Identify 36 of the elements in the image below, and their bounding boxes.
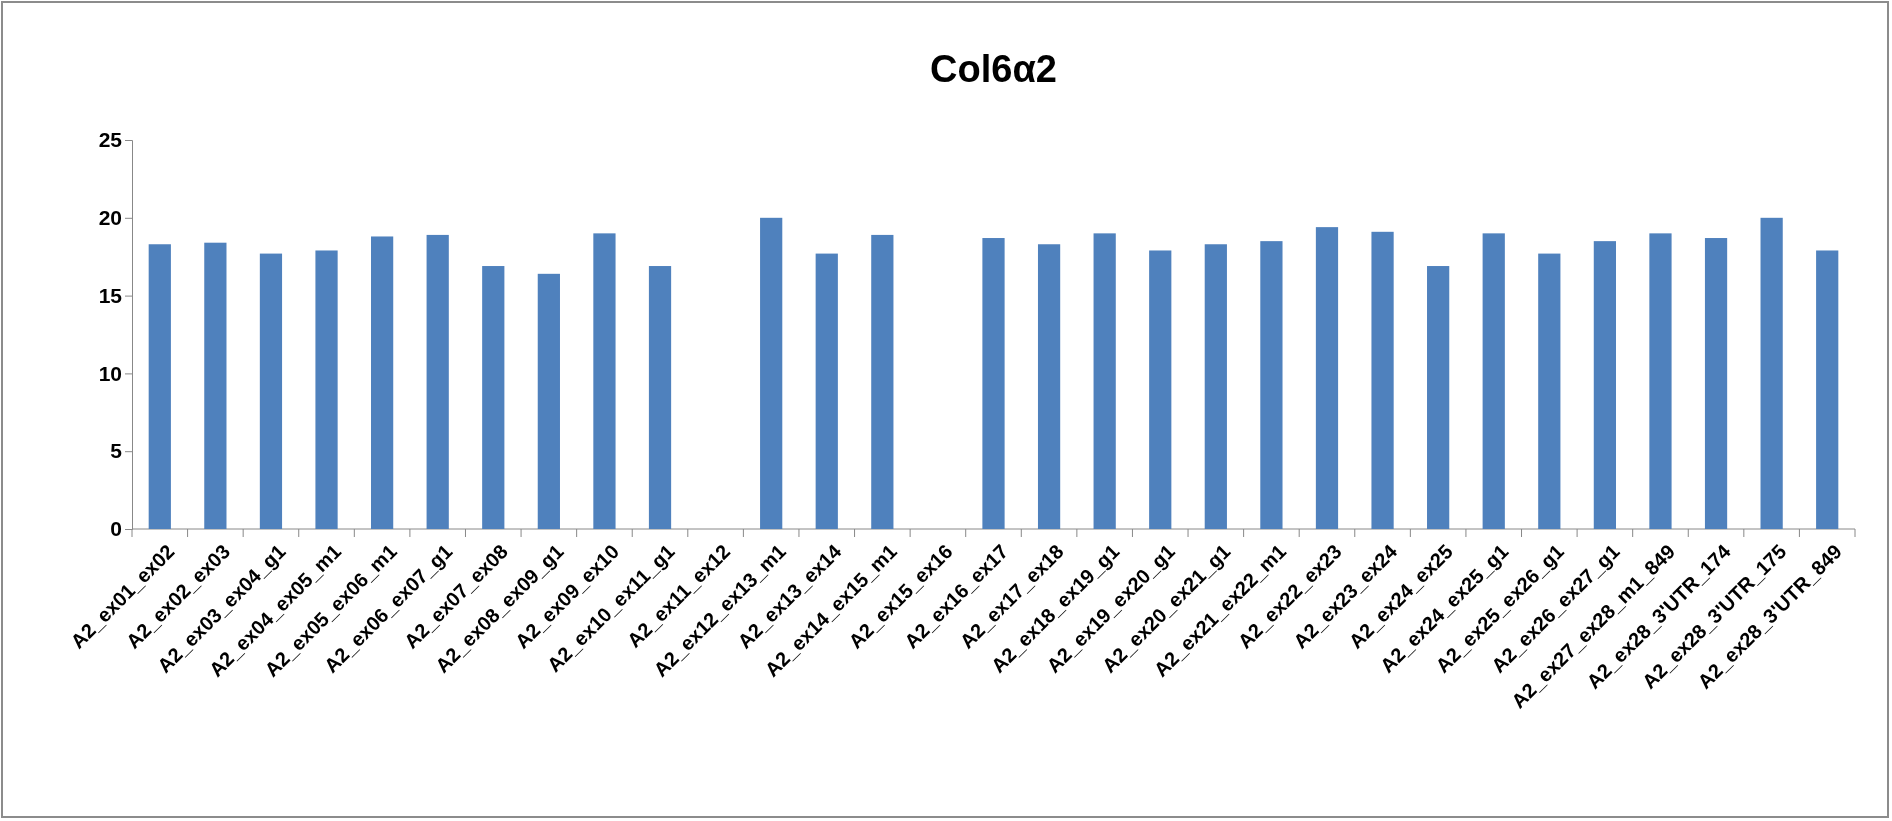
bar	[1593, 241, 1616, 529]
bar	[371, 236, 394, 529]
bar	[648, 266, 672, 529]
bar	[148, 244, 171, 529]
bar	[315, 250, 338, 529]
bar	[1427, 266, 1450, 529]
bar	[482, 266, 505, 529]
y-tick-label: 0	[110, 517, 122, 541]
bar	[871, 234, 894, 529]
y-tick-label: 5	[110, 439, 123, 463]
bar	[1482, 233, 1505, 529]
y-tick-label: 15	[98, 283, 123, 307]
bar	[204, 242, 227, 529]
bar	[760, 217, 783, 529]
y-tick-label: 10	[98, 361, 122, 385]
y-tick-label: 20	[98, 206, 122, 230]
bar	[1704, 238, 1728, 529]
bar	[1037, 244, 1061, 529]
bar	[1371, 231, 1394, 529]
bar	[1649, 233, 1672, 529]
bar	[593, 233, 616, 529]
bar	[1149, 250, 1172, 529]
bar	[1204, 244, 1227, 529]
bar	[1760, 217, 1783, 529]
bar	[259, 253, 283, 529]
bar	[1315, 227, 1339, 529]
bar	[815, 253, 838, 529]
bar	[1093, 233, 1116, 529]
bar	[1538, 253, 1561, 529]
bar	[537, 273, 560, 529]
bar	[1816, 250, 1839, 529]
bar	[426, 234, 449, 529]
bar	[982, 238, 1005, 529]
y-tick-label: 25	[98, 128, 123, 152]
chart-title: Col6α2	[930, 48, 1057, 90]
bar	[1260, 241, 1283, 529]
